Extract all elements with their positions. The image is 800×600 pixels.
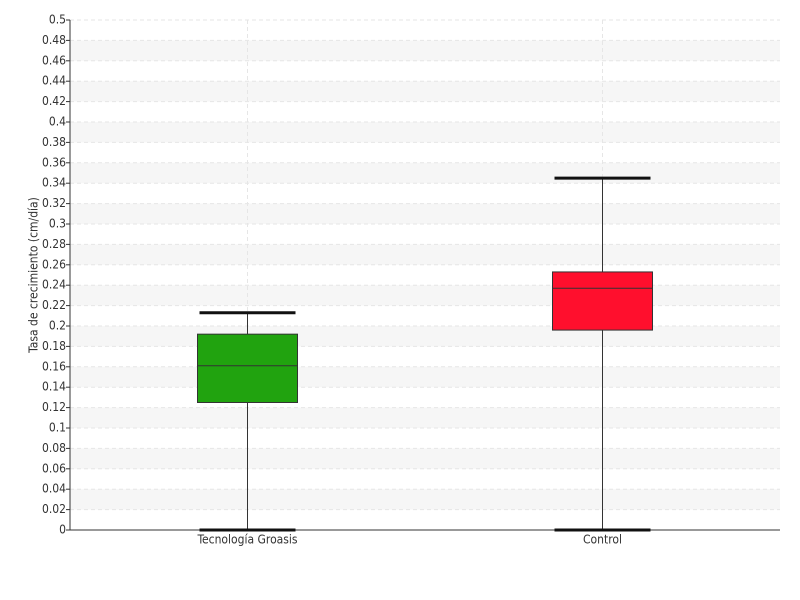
y-tick-label: 0.38 <box>42 135 66 149</box>
y-tick-label: 0.42 <box>42 94 66 108</box>
y-tick-label: 0.44 <box>42 74 66 88</box>
box <box>552 271 653 331</box>
grid-band <box>70 326 780 347</box>
y-tick-label: 0.02 <box>42 502 66 516</box>
y-tick-label: 0.34 <box>42 176 66 190</box>
y-tick-label: 0.12 <box>42 400 66 414</box>
y-tick-label: 0.48 <box>42 33 66 47</box>
y-tick-label: 0.5 <box>49 13 66 27</box>
y-tick-label: 0.32 <box>42 196 66 210</box>
y-tick-label: 0.28 <box>42 237 66 251</box>
y-tick-label: 0.14 <box>42 380 66 394</box>
y-tick-label: 0.18 <box>42 339 66 353</box>
y-tick-label: 0.46 <box>42 53 66 67</box>
y-tick-label: 0.4 <box>49 115 66 129</box>
y-tick-label: 0.36 <box>42 155 66 169</box>
y-tick-label: 0.24 <box>42 278 66 292</box>
y-tick-label: 0 <box>59 523 66 537</box>
y-tick-label: 0.08 <box>42 441 66 455</box>
grid-band <box>70 162 780 184</box>
grid-band <box>70 81 780 102</box>
x-tick-label: Tecnología Groasis <box>196 533 297 547</box>
grid-band <box>70 203 780 224</box>
y-tick-label: 0.3 <box>49 217 66 231</box>
y-tick-label: 0.1 <box>49 421 66 435</box>
x-tick-label: Control <box>583 533 622 547</box>
box <box>197 333 298 403</box>
grid-band <box>70 366 780 388</box>
y-tick-label: 0.2 <box>49 319 66 333</box>
grid-band <box>70 407 780 428</box>
y-tick-label: 0.06 <box>42 461 66 475</box>
y-tick-label: 0.22 <box>42 298 66 312</box>
y-tick-label: 0.16 <box>42 359 66 373</box>
grid-band <box>70 244 780 265</box>
y-axis-label: Tasa de crecimiento (cm/día) <box>27 197 41 354</box>
grid-band <box>70 122 780 143</box>
grid-band <box>70 489 780 510</box>
grid-band <box>70 40 780 61</box>
y-tick-label: 0.26 <box>42 257 66 271</box>
grid-band <box>70 448 780 469</box>
y-tick-label: 0.04 <box>42 482 66 496</box>
grid-band <box>70 285 780 306</box>
